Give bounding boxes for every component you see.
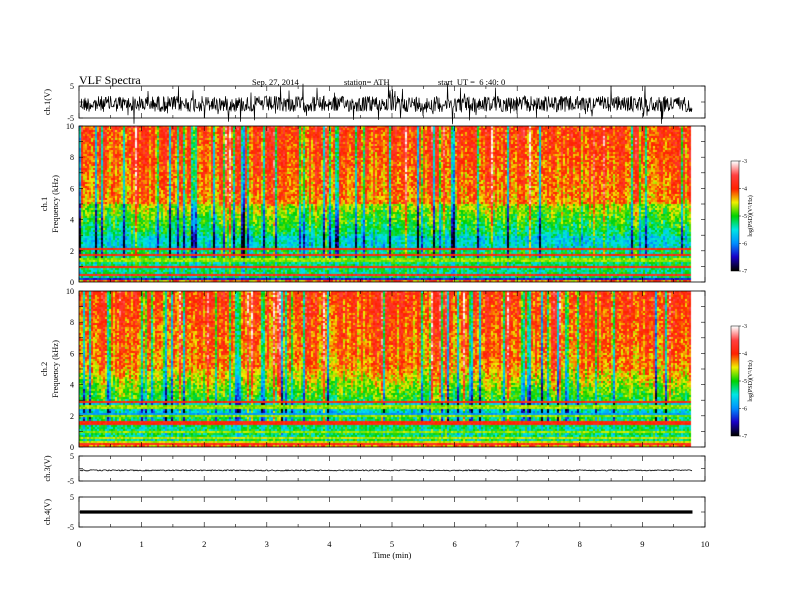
y-tick-label: 6 xyxy=(70,349,74,358)
colorbar xyxy=(731,161,739,271)
colorbar-tick-label: -7 xyxy=(742,434,747,440)
colorbar-tick-label: -3 xyxy=(742,159,747,165)
x-tick-label: 7 xyxy=(515,539,519,549)
x-tick-label: 2 xyxy=(202,539,206,549)
y-ticks xyxy=(79,125,705,283)
y-tick-label: 8 xyxy=(70,153,74,162)
y-tick-label: 4 xyxy=(70,216,74,225)
y-axis-label: ch.1(V) xyxy=(42,89,52,115)
y-axis-label: ch.4(V) xyxy=(42,499,52,525)
y-tick-label: 5 xyxy=(70,82,74,91)
y-tick-label: -5 xyxy=(67,523,74,532)
x-tick-label: 8 xyxy=(578,539,582,549)
y-tick-label: 10 xyxy=(66,122,74,131)
date-label: Sep. 27, 2014 xyxy=(252,77,299,87)
waveform-4 xyxy=(79,469,693,472)
x-ticks xyxy=(78,497,706,527)
panel-channel-label: ch.2 xyxy=(39,362,49,376)
x-ticks xyxy=(78,86,706,118)
y-ticks xyxy=(79,496,705,528)
y-axis-label: ch.3(V) xyxy=(42,455,52,481)
colorbar-tick-label: -5 xyxy=(742,379,747,385)
x-tick-label: 5 xyxy=(390,539,394,549)
x-ticks xyxy=(78,456,706,481)
x-tick-label: 3 xyxy=(265,539,269,549)
colorbar-tick-label: -7 xyxy=(742,269,747,275)
y-tick-label: 0 xyxy=(70,443,74,452)
colorbar xyxy=(731,326,739,436)
y-tick-label: 0 xyxy=(70,278,74,287)
station-label: station= ATH xyxy=(344,77,390,87)
colorbar-tick-label: -3 xyxy=(742,324,747,330)
x-axis-label: Time (min) xyxy=(373,550,412,560)
y-tick-label: 2 xyxy=(70,412,74,421)
spectrogram-image-1 xyxy=(79,126,692,282)
colorbar-label: log(PSD)(V²/Hz) xyxy=(747,360,754,401)
y-tick-label: 4 xyxy=(70,381,74,390)
y-ticks xyxy=(79,455,705,482)
x-tick-label: 10 xyxy=(701,539,710,549)
colorbar-tick-label: -6 xyxy=(742,407,747,413)
panel-channel-label: ch.1 xyxy=(39,197,49,211)
x-tick-label: 1 xyxy=(139,539,143,549)
x-tick-label: 4 xyxy=(327,539,332,549)
x-ticks xyxy=(78,126,706,282)
colorbar-tick-label: -6 xyxy=(742,242,747,248)
spectrogram-image-2 xyxy=(79,291,692,447)
y-tick-label: 5 xyxy=(70,493,74,502)
y-tick-label: -5 xyxy=(67,114,74,123)
figure-title: VLF Spectra xyxy=(79,73,141,87)
y-tick-label: 6 xyxy=(70,184,74,193)
colorbar-tick-label: -4 xyxy=(742,187,747,193)
y-axis-label: Frequency (kHz) xyxy=(50,340,60,398)
x-tick-label: 6 xyxy=(452,539,456,549)
x-tick-label: 9 xyxy=(640,539,644,549)
waveform-1 xyxy=(79,83,693,125)
y-ticks xyxy=(79,85,705,119)
x-ticks xyxy=(78,291,706,447)
y-ticks xyxy=(79,290,705,448)
colorbar-tick-label: -4 xyxy=(742,352,747,358)
start-time-label: start UT = 6 :40: 0 xyxy=(438,77,506,87)
x-tick-label: 0 xyxy=(77,539,81,549)
colorbar-tick-label: -5 xyxy=(742,214,747,220)
y-tick-label: 5 xyxy=(70,452,74,461)
y-tick-label: 8 xyxy=(70,318,74,327)
colorbar-label: log(PSD)(V²/Hz) xyxy=(747,195,754,236)
y-tick-label: -5 xyxy=(67,477,74,486)
y-axis-label: Frequency (kHz) xyxy=(50,175,60,233)
y-tick-label: 10 xyxy=(66,287,74,296)
y-tick-label: 2 xyxy=(70,247,74,256)
